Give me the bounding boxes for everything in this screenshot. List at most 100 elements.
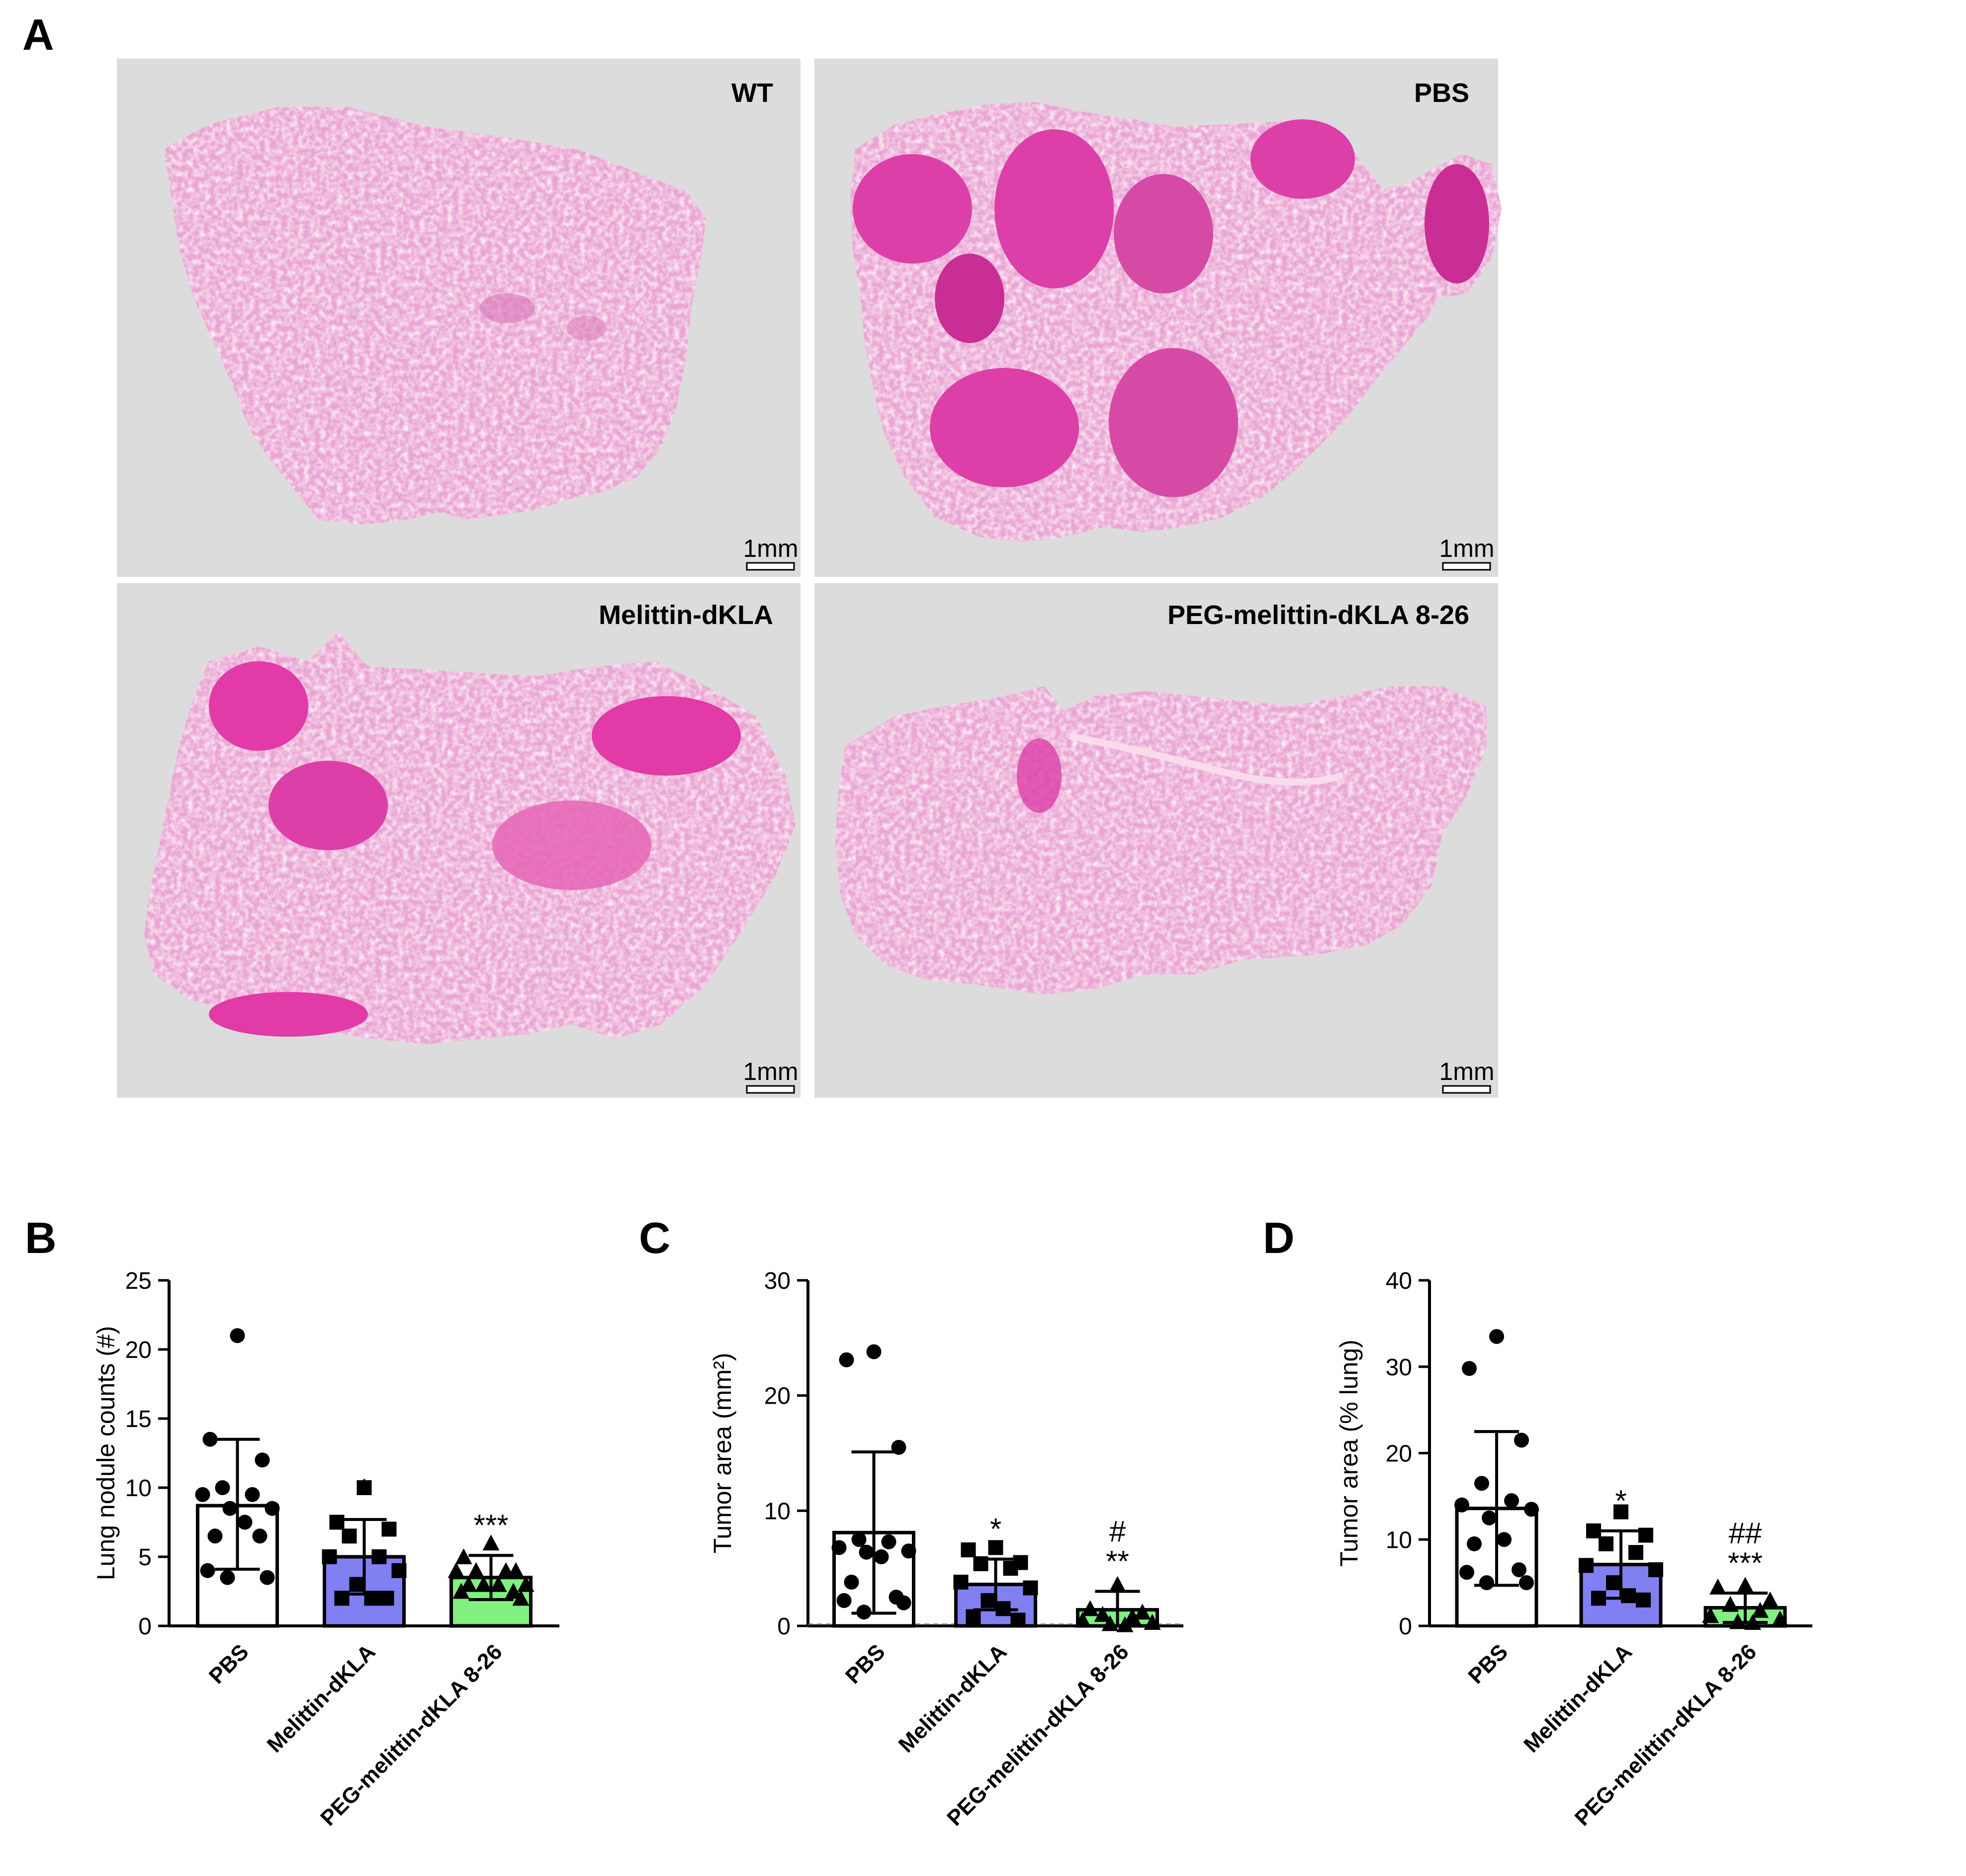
- data-point: [1709, 1578, 1726, 1595]
- data-point: [230, 1328, 245, 1343]
- data-point: [1722, 1596, 1739, 1612]
- data-point: [1459, 1565, 1474, 1580]
- tumor-region: [209, 992, 368, 1037]
- data-point: [1467, 1536, 1482, 1551]
- data-point: [215, 1480, 230, 1495]
- data-point: [1479, 1575, 1494, 1591]
- data-point: [831, 1540, 847, 1555]
- scale-label-peg-melittin: 1mm: [1439, 1058, 1494, 1085]
- data-point: [467, 1562, 485, 1578]
- y-tick-label: 0: [1399, 1613, 1412, 1640]
- data-point: [881, 1534, 896, 1549]
- data-point: [517, 1576, 535, 1592]
- data-point: [1621, 1588, 1636, 1604]
- panel-letter: C: [639, 1213, 671, 1262]
- panel-letter: B: [25, 1213, 57, 1262]
- significance-label: *: [1615, 1484, 1626, 1518]
- y-axis-label: Lung nodule counts (#): [92, 1326, 120, 1580]
- data-point: [844, 1574, 859, 1590]
- data-point: [1023, 1580, 1038, 1596]
- data-point: [1124, 1608, 1141, 1624]
- tumor-nodule: [1109, 348, 1238, 497]
- data-point: [329, 1515, 345, 1530]
- histology-image-peg-melittin: PEG-melittin-dKLA 8-26 1mm: [814, 583, 1498, 1098]
- y-tick-label: 20: [764, 1383, 791, 1410]
- y-tick-label: 20: [125, 1337, 152, 1363]
- data-point: [953, 1574, 969, 1590]
- data-point: [1482, 1510, 1497, 1525]
- data-point: [1524, 1502, 1539, 1517]
- data-point: [222, 1501, 238, 1516]
- data-point: [497, 1562, 515, 1578]
- data-point: [988, 1540, 1003, 1555]
- data-point: [961, 1542, 976, 1558]
- scale-bar-melittin: [746, 1085, 795, 1094]
- tumor-region: [209, 661, 308, 751]
- y-axis-label: Tumor area (% lung): [1335, 1340, 1363, 1567]
- data-point: [195, 1487, 210, 1502]
- data-point: [1636, 1592, 1651, 1608]
- data-point: [1094, 1606, 1111, 1622]
- y-tick-label: 0: [138, 1613, 152, 1640]
- significance-label: **: [1106, 1545, 1129, 1578]
- panel-letter-a: A: [22, 10, 54, 59]
- data-point: [1462, 1361, 1477, 1376]
- data-point: [1454, 1497, 1469, 1513]
- data-point: [1497, 1532, 1512, 1547]
- tumor-region: [1017, 738, 1062, 813]
- data-point: [966, 1609, 981, 1624]
- data-point: [1579, 1558, 1594, 1573]
- data-point: [839, 1352, 854, 1367]
- y-tick-label: 20: [1386, 1441, 1412, 1467]
- data-point: [866, 1344, 882, 1359]
- significance-label: ***: [473, 1509, 508, 1542]
- tumor-nodule: [994, 129, 1114, 288]
- image-label-wt: WT: [731, 78, 773, 108]
- data-point: [475, 1576, 492, 1592]
- data-point: [381, 1521, 397, 1537]
- data-point: [342, 1528, 357, 1544]
- data-point: [452, 1583, 470, 1599]
- x-tick-label: Melittin-dKLA: [894, 1639, 1012, 1757]
- chart-b: B 0 5 10 15 20 25 Lung nodule counts (#) PBS * Mel…: [25, 1213, 559, 1831]
- data-point: [202, 1431, 218, 1447]
- histology-image-wt: WT 1mm: [117, 59, 801, 577]
- tumor-region: [268, 761, 388, 850]
- data-point: [255, 1452, 270, 1468]
- data-point: [1512, 1562, 1526, 1578]
- data-point: [1613, 1504, 1628, 1519]
- data-point: [1109, 1576, 1126, 1592]
- x-tick-label: PBS: [204, 1639, 254, 1689]
- data-point: [1772, 1610, 1788, 1627]
- scale-label-melittin: 1mm: [743, 1058, 798, 1085]
- data-point: [371, 1549, 387, 1564]
- data-point: [1762, 1591, 1779, 1608]
- scale-label-wt: 1mm: [743, 535, 798, 562]
- data-point: [836, 1593, 852, 1608]
- data-point: [1599, 1536, 1613, 1551]
- data-point: [1628, 1545, 1643, 1560]
- data-point: [1003, 1561, 1018, 1576]
- data-point: [1489, 1329, 1504, 1344]
- data-point: [252, 1528, 268, 1544]
- significance-label: #: [1109, 1515, 1126, 1548]
- y-tick-label: 30: [1386, 1354, 1412, 1381]
- data-point: [1504, 1493, 1519, 1509]
- y-tick-label: 10: [1386, 1527, 1412, 1553]
- significance-label: *: [990, 1513, 1001, 1546]
- data-point: [1648, 1562, 1663, 1578]
- data-point: [455, 1548, 472, 1564]
- data-point: [260, 1570, 275, 1585]
- data-point: [349, 1577, 364, 1592]
- data-point: [447, 1562, 465, 1578]
- tumor-region: [592, 696, 741, 776]
- histology-image-pbs: PBS 1mm: [814, 59, 1502, 577]
- image-label-melittin: Melittin-dKLA: [599, 600, 773, 630]
- data-point: [490, 1576, 507, 1592]
- significance-label: ##: [1729, 1517, 1762, 1550]
- data-point: [851, 1532, 867, 1547]
- data-point: [460, 1576, 477, 1592]
- data-point: [322, 1549, 337, 1564]
- data-point: [1606, 1575, 1621, 1591]
- histology-image-melittin-dklA: Melittin-dKLA 1mm: [117, 583, 801, 1098]
